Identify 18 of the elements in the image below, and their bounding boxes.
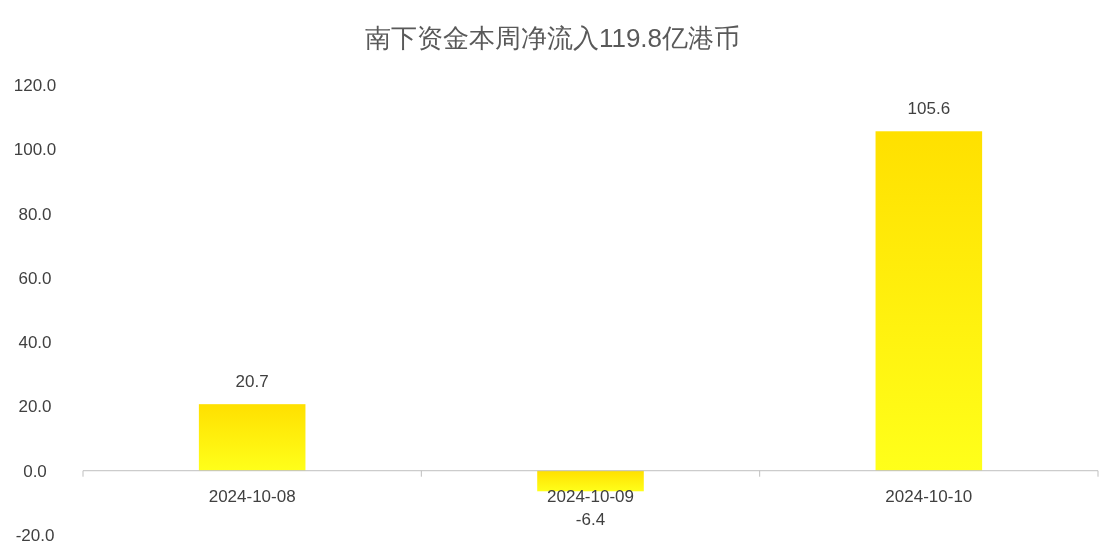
y-tick-label: 40.0 <box>18 333 52 353</box>
bar <box>198 404 306 471</box>
bar <box>875 131 983 471</box>
data-label: -6.4 <box>575 510 606 530</box>
data-label: 105.6 <box>907 99 951 119</box>
y-tick-label: 0.0 <box>23 461 47 481</box>
y-tick-label: 100.0 <box>13 140 57 160</box>
chart-title: 南下资金本周净流入119.8亿港币 <box>364 23 741 53</box>
y-tick-label: 60.0 <box>18 268 52 288</box>
x-tick-label: 2024-10-10 <box>885 486 973 506</box>
bar <box>537 470 644 492</box>
x-tick-label: 2024-10-09 <box>547 486 634 506</box>
y-tick-label: 120.0 <box>13 76 57 95</box>
data-label: 20.7 <box>235 372 269 392</box>
y-tick-label: 80.0 <box>18 204 52 224</box>
y-tick-label: 20.0 <box>18 397 52 417</box>
y-tick-label: -20.0 <box>15 526 55 545</box>
x-tick-label: 2024-10-08 <box>208 486 296 506</box>
